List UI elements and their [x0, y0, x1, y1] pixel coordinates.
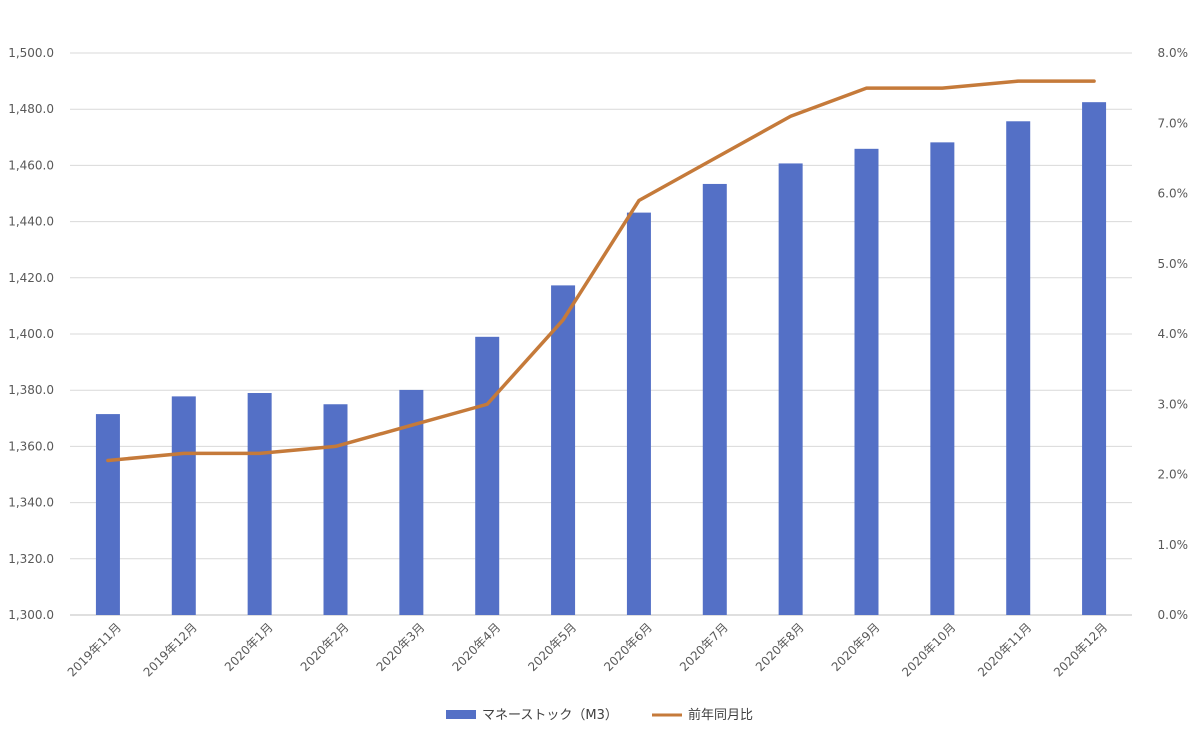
right-tick-label: 4.0%	[1158, 327, 1189, 341]
x-axis-labels: 2019年11月 2019年12月 2020年1月 2020年2月 2020年3月 202…	[65, 620, 1110, 679]
left-tick-label: 1,460.0	[8, 158, 54, 172]
left-tick-label: 1,380.0	[8, 383, 54, 397]
right-tick-label: 0.0%	[1158, 608, 1189, 622]
x-tick-label: 2020年5月	[525, 620, 579, 674]
left-tick-label: 1,500.0	[8, 46, 54, 60]
x-tick-label: 2020年10月	[899, 620, 958, 679]
legend-label-line: 前年同月比	[688, 707, 753, 723]
x-tick-label: 2019年12月	[141, 620, 200, 679]
bar	[324, 404, 348, 615]
left-tick-label: 1,480.0	[8, 102, 54, 116]
x-tick-label: 2019年11月	[65, 620, 124, 679]
bar	[627, 213, 651, 615]
x-tick-label: 2020年6月	[601, 620, 655, 674]
right-tick-label: 6.0%	[1158, 187, 1189, 201]
x-tick-label: 2020年1月	[222, 620, 276, 674]
bar	[96, 414, 120, 615]
bar	[1006, 121, 1030, 615]
right-tick-label: 2.0%	[1158, 468, 1189, 482]
left-tick-label: 1,320.0	[8, 552, 54, 566]
gridlines	[70, 53, 1132, 615]
x-tick-label: 2020年4月	[449, 620, 503, 674]
bar	[703, 184, 727, 615]
x-tick-label: 2020年3月	[374, 620, 428, 674]
legend-label-bar: マネーストック（M3）	[482, 708, 618, 723]
left-tick-label: 1,440.0	[8, 215, 54, 229]
right-axis-ticks: 0.0% 1.0% 2.0% 3.0% 4.0% 5.0% 6.0% 7.0% 8.0%	[1158, 46, 1189, 622]
left-axis-ticks: 1,300.0 1,320.0 1,340.0 1,360.0 1,380.0 1,400…	[8, 46, 54, 622]
right-tick-label: 7.0%	[1158, 116, 1189, 130]
right-tick-label: 3.0%	[1158, 397, 1189, 411]
x-tick-label: 2020年8月	[753, 620, 807, 674]
left-tick-label: 1,420.0	[8, 271, 54, 285]
legend: マネーストック（M3） 前年同月比	[446, 707, 753, 723]
x-tick-label: 2020年9月	[829, 620, 883, 674]
left-tick-label: 1,300.0	[8, 608, 54, 622]
right-tick-label: 1.0%	[1158, 538, 1189, 552]
bar	[1082, 102, 1106, 615]
legend-swatch-bar	[446, 710, 476, 719]
bar-series	[96, 102, 1106, 615]
right-tick-label: 8.0%	[1158, 46, 1189, 60]
x-tick-label: 2020年12月	[1051, 620, 1110, 679]
right-tick-label: 5.0%	[1158, 257, 1189, 271]
bar	[248, 393, 272, 615]
bar	[475, 337, 499, 615]
bar	[172, 396, 196, 615]
left-tick-label: 1,340.0	[8, 496, 54, 510]
x-tick-label: 2020年7月	[677, 620, 731, 674]
bar	[855, 149, 879, 615]
left-tick-label: 1,360.0	[8, 439, 54, 453]
bar	[551, 285, 575, 615]
x-tick-label: 2020年2月	[298, 620, 352, 674]
x-tick-label: 2020年11月	[975, 620, 1034, 679]
bar	[779, 163, 803, 615]
left-tick-label: 1,400.0	[8, 327, 54, 341]
bar	[930, 142, 954, 615]
